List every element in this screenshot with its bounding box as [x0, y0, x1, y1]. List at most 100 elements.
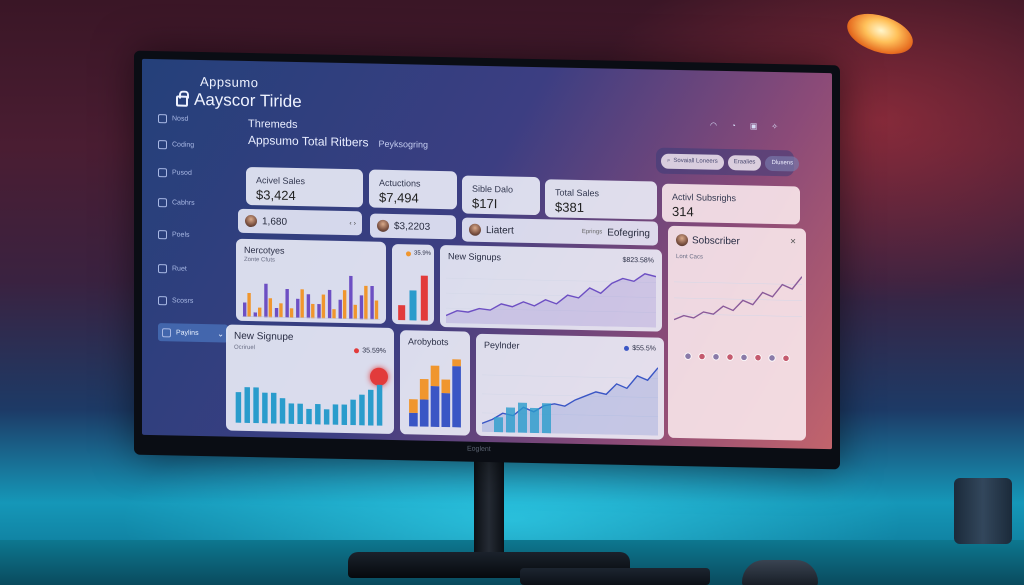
chart-pct: $55.5%	[624, 345, 656, 353]
stat-label: Activl Subsrighs	[672, 191, 737, 204]
stat-card[interactable]: Acivel Sales $3,424	[246, 166, 363, 208]
pct-value: 35.9%	[413, 250, 431, 257]
chart-new-signupe	[235, 384, 383, 426]
sidebar-item-coding[interactable]: Coding	[158, 135, 228, 154]
indicator-dot[interactable]	[712, 353, 720, 361]
top-icons: ◠ ◔ ▣ ✧	[710, 121, 778, 131]
brand-top: Appsumo	[200, 73, 259, 91]
close-icon[interactable]: ×	[790, 236, 796, 248]
gear-icon	[158, 295, 167, 305]
pct-value: 35.59%	[362, 347, 386, 355]
search-pill[interactable]: ⌕ Sovaiall Loneers	[661, 153, 724, 170]
chart-bar	[452, 366, 461, 428]
indicator-dot[interactable]	[684, 352, 692, 360]
sidebar-item-poels[interactable]: Poels	[158, 225, 228, 244]
sidebar: Nosd Coding Pusod Cabhrs Poels Ruet Scos…	[152, 105, 230, 437]
chart-bar	[419, 399, 429, 427]
chart-bar	[264, 283, 268, 318]
chart-bar	[317, 304, 321, 319]
stat-card[interactable]: Sible Dalo $17I	[462, 175, 540, 216]
sidebar-item-nosd[interactable]: Nosd	[158, 109, 228, 128]
gridline	[446, 277, 656, 283]
stat-card[interactable]: Actuctions $7,494	[369, 169, 457, 210]
chart-bar	[350, 399, 356, 426]
filter-pill[interactable]: Eraalies	[727, 154, 762, 171]
export-pill[interactable]: Dlusens	[765, 155, 800, 172]
chart-bar	[359, 295, 364, 320]
sidebar-item-ruet[interactable]: Ruet	[158, 259, 228, 278]
keyboard	[520, 568, 710, 585]
indicator-dot[interactable]	[740, 353, 748, 361]
chart-bar	[288, 403, 295, 424]
indicator-dot[interactable]	[768, 354, 776, 362]
stat-card[interactable]: Total Sales $381	[545, 179, 657, 220]
chart-bar	[441, 379, 451, 394]
sidebar-item-label: Nosd	[172, 114, 189, 123]
mini-card-latest[interactable]: Liatert Eprings Eofegring	[462, 217, 658, 246]
chart-bar	[279, 303, 283, 318]
indicator-dots[interactable]	[682, 350, 794, 364]
gridline	[446, 292, 656, 298]
chart-title: New Signupe	[234, 330, 294, 343]
chart-bar	[296, 298, 300, 319]
breadcrumb[interactable]: Peyksogring	[378, 138, 429, 150]
indicator-dot[interactable]	[782, 354, 790, 362]
chart-title: New Signups	[448, 251, 502, 263]
indicator-dot[interactable]	[698, 352, 706, 361]
pct-value: $55.5%	[632, 345, 656, 353]
sidebar-item-scosrs[interactable]: Scosrs	[158, 291, 228, 310]
chart-bar	[306, 294, 311, 319]
chart-panel-peylnder: Peylnder $55.5%	[476, 333, 664, 440]
mini-small: Eprings	[581, 228, 603, 236]
home-icon	[158, 113, 167, 123]
sidebar-item-label: Paylins	[176, 328, 199, 337]
bezel-label: Eoglent	[467, 445, 491, 454]
indicator-dot[interactable]	[754, 354, 762, 362]
avatar	[469, 223, 481, 236]
page-subtitle: Appsumo Total Ritbers Peyksogring	[248, 133, 428, 151]
chart-bar	[420, 275, 428, 321]
chart-title: Sobscriber	[692, 235, 740, 248]
mini-card-users[interactable]: 1,680 ‹ ›	[238, 208, 362, 236]
sidebar-item-pusod[interactable]: Pusod	[158, 163, 228, 182]
chart-bar	[268, 298, 273, 318]
close-icon[interactable]: ‹ ›	[349, 219, 356, 227]
chart-bar	[542, 403, 551, 434]
stat-value: $381	[555, 199, 584, 216]
chart-title: Arobybots	[408, 336, 449, 348]
chart-bar	[409, 399, 418, 413]
chart-bar	[279, 398, 286, 424]
chart-bar	[349, 275, 353, 320]
chart-bar	[364, 285, 368, 320]
chart-bar	[253, 312, 258, 318]
avatar	[245, 214, 257, 228]
mini-value: 1,680	[262, 215, 288, 228]
gridline	[482, 374, 658, 379]
sidebar-item-cabhrs[interactable]: Cabhrs	[158, 193, 228, 212]
chart-bar	[332, 404, 339, 425]
sidebar-item-paylins[interactable]: Paylins ⌄	[158, 323, 228, 343]
camera-icon[interactable]: ▣	[749, 121, 758, 131]
chart-panel-nercotyes: Nercotyes Zonte Cfuts	[236, 238, 386, 324]
chart-subscriber	[674, 276, 802, 321]
chart-bar	[321, 294, 326, 319]
gridline	[674, 313, 802, 317]
chart-bar	[376, 384, 383, 426]
stat-value: 314	[672, 203, 694, 220]
chart-panel-arobybots: Arobybots	[400, 330, 470, 436]
settings-icon[interactable]: ✧	[771, 121, 779, 132]
mini-card-revenue[interactable]: $3,2203	[370, 213, 456, 240]
code-icon	[158, 139, 167, 149]
stat-label: Acivel Sales	[256, 175, 306, 187]
legend-dot	[354, 348, 360, 354]
page-title: Thremeds	[248, 117, 298, 132]
bell-icon[interactable]: ◔	[730, 121, 736, 131]
chart-bar	[494, 417, 503, 433]
stat-card[interactable]: Activl Subsrighs 314	[662, 183, 800, 225]
indicator-dot[interactable]	[726, 353, 734, 361]
sidebar-item-label: Poels	[172, 230, 190, 239]
stat-value: $7,494	[379, 189, 419, 206]
chart-bar	[430, 386, 440, 428]
wifi-icon[interactable]: ◠	[710, 120, 717, 130]
chart-bar	[452, 359, 461, 367]
